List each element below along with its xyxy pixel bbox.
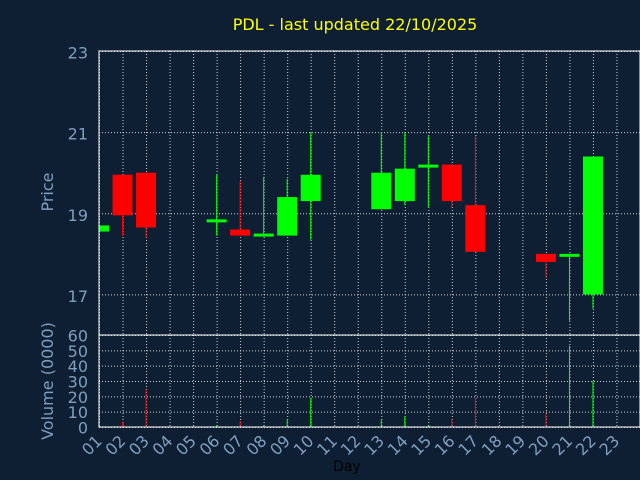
- price-y-tick-labels: 17 19 21 23: [68, 44, 88, 306]
- price-y-tick-label: 23: [68, 44, 88, 63]
- price-axis-label: Price: [38, 172, 57, 211]
- volume-y-tick-label: 30: [68, 373, 88, 392]
- candle-body: [277, 197, 298, 236]
- volume-y-tick-label: 0: [78, 419, 88, 438]
- candle-body: [206, 219, 227, 223]
- candle-body: [394, 168, 415, 202]
- candle-body: [559, 253, 580, 257]
- candle-body: [136, 172, 157, 228]
- volume-y-tick-label: 50: [68, 342, 88, 361]
- price-y-tick-label: 19: [68, 206, 88, 225]
- candle-body: [582, 156, 603, 295]
- volume-y-tick-label: 20: [68, 388, 88, 407]
- x-axis-label: Day: [333, 459, 361, 475]
- volume-panel-frame: [98, 334, 640, 428]
- chart-title: PDL - last updated 22/10/2025: [233, 15, 478, 34]
- candle-body: [418, 164, 439, 168]
- volume-bars: [122, 345, 594, 427]
- candle-body: [230, 229, 251, 236]
- candle-body: [441, 164, 462, 202]
- candle-body: [300, 174, 321, 202]
- candle-body: [253, 233, 274, 237]
- volume-y-tick-label: 40: [68, 357, 88, 376]
- volume-axis-label: Volume (0000): [38, 322, 57, 440]
- price-y-tick-label: 21: [68, 125, 88, 144]
- volume-y-tick-label: 60: [68, 327, 88, 346]
- volume-y-tick-label: 10: [68, 403, 88, 422]
- candle-body: [465, 205, 486, 252]
- price-y-tick-label: 17: [68, 287, 88, 306]
- candle-body: [112, 174, 133, 216]
- x-tick-labels: 0102030405060708091011121314151617181920…: [78, 431, 623, 459]
- candle-body: [99, 225, 109, 232]
- candle-body: [371, 172, 392, 210]
- candle-body: [535, 253, 556, 262]
- candles: [98, 132, 603, 321]
